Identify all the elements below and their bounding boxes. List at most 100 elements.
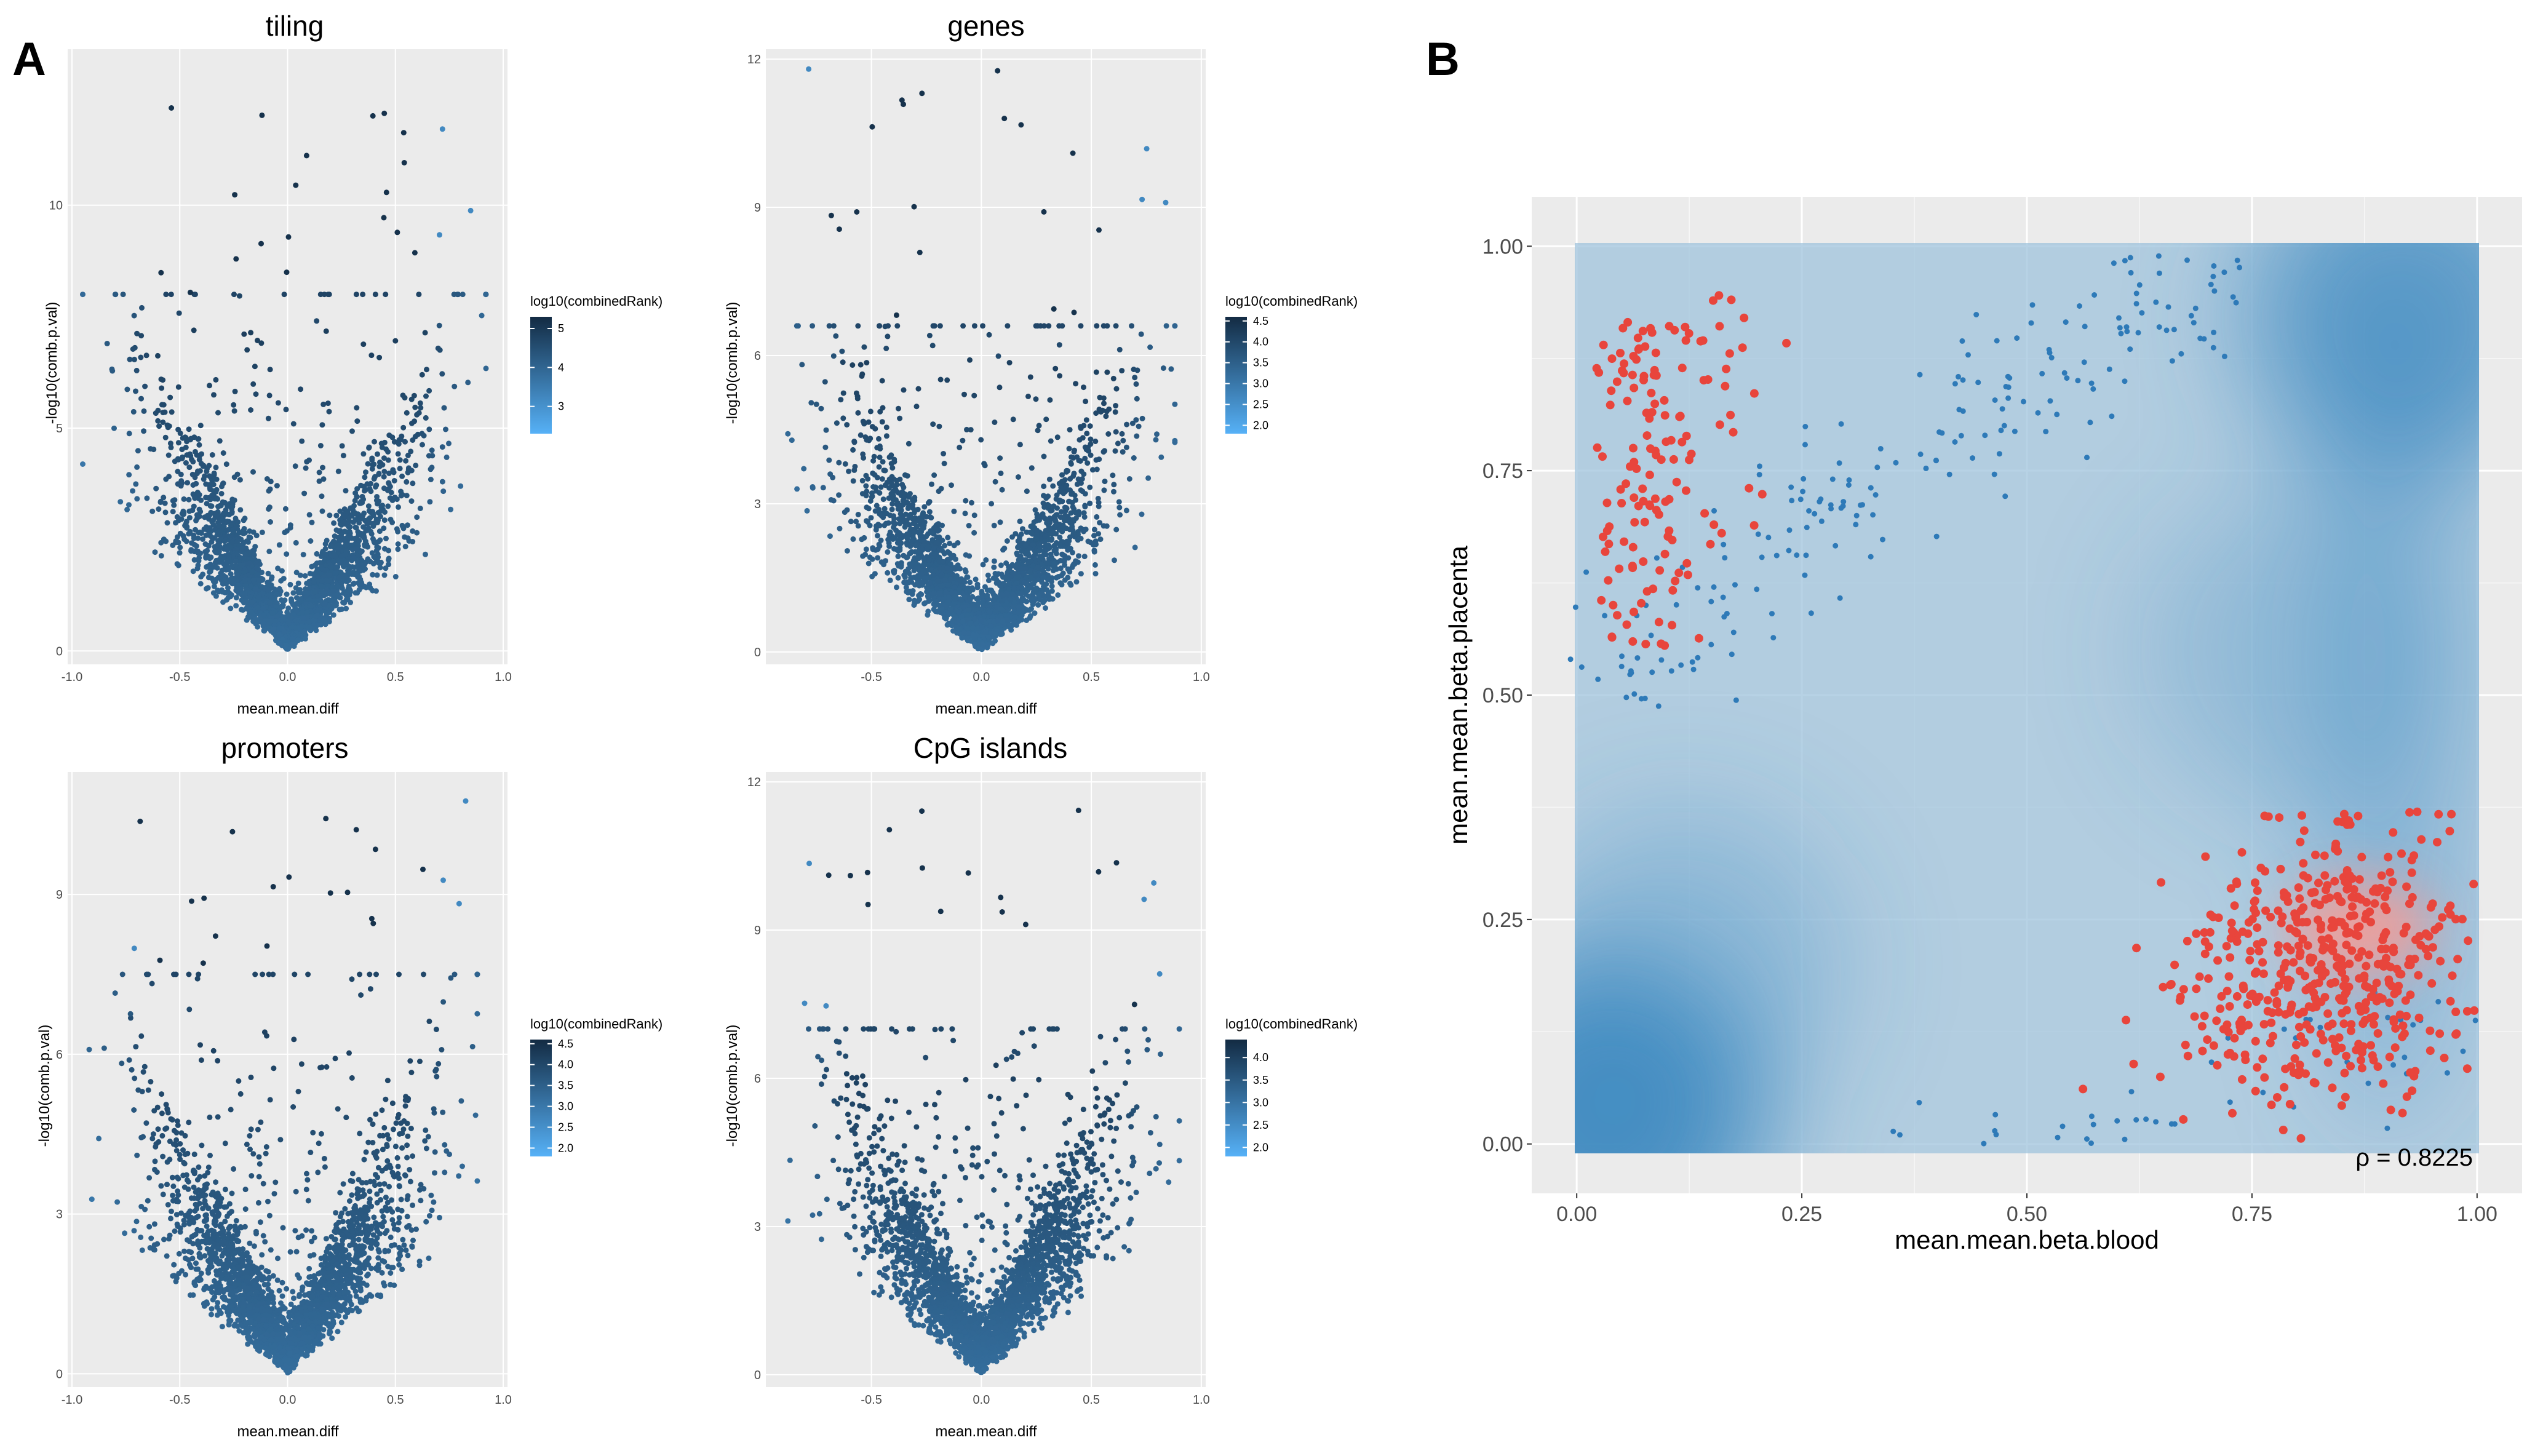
data-point [860,553,866,559]
data-point [179,480,185,486]
data-point [961,391,967,397]
data-point [290,421,296,427]
data-point [876,464,882,470]
data-point [314,613,320,618]
data-point [1027,374,1033,380]
data-point [1103,413,1109,420]
data-point [117,499,124,505]
data-point [404,479,410,485]
data-point [207,503,213,509]
data-point [1099,407,1105,413]
data-point [287,525,293,531]
data-point [211,583,217,589]
data-point [418,405,424,411]
data-point [883,345,889,351]
data-point [284,551,290,557]
data-point [234,551,240,557]
data-point [1036,423,1042,429]
data-point [249,599,255,605]
data-point [858,362,864,368]
data-point [957,444,963,450]
y-tick-label: 10 [49,199,63,213]
data-point [855,512,861,517]
data-point [170,498,176,504]
data-point [1057,373,1063,379]
data-point [279,568,285,574]
data-point [177,430,183,436]
data-point [370,560,376,567]
data-point [322,602,328,607]
data-point [1043,416,1049,423]
data-point [386,555,392,562]
data-point [160,420,166,425]
data-point [915,386,921,392]
data-point [306,580,312,586]
data-point [1000,547,1006,553]
data-point [207,473,212,479]
data-point [1131,367,1137,372]
data-point [1053,365,1059,372]
data-point [300,552,306,558]
data-point [1123,507,1129,514]
data-point [233,515,239,522]
x-tick-label: 0.0 [279,670,296,684]
data-point [319,493,325,499]
data-point [186,515,193,521]
data-point [999,487,1005,493]
data-point [408,448,414,455]
data-point [1110,375,1116,381]
data-point [1017,519,1023,525]
data-point [162,434,169,440]
data-point [1101,487,1107,493]
data-point [343,542,349,548]
data-point [133,481,139,487]
data-point [1051,503,1057,509]
data-point [839,348,845,354]
data-point [360,341,367,348]
data-point [231,292,237,298]
data-point [139,304,145,311]
data-point [877,543,883,549]
data-point [412,250,418,256]
data-point [126,502,132,508]
data-point [225,585,231,591]
data-point [1069,454,1075,460]
data-point [1081,514,1088,520]
data-point [189,471,196,477]
data-point [864,360,870,366]
data-point [1071,531,1077,537]
data-point [1113,527,1120,533]
data-point [319,550,325,556]
data-point [426,388,432,394]
data-point [396,437,402,443]
data-point [904,517,910,523]
data-point [1138,331,1144,337]
data-point [423,415,429,421]
data-point [372,439,377,445]
data-point [850,447,856,453]
data-point [212,476,218,482]
data-point [242,591,248,597]
data-point [339,443,345,449]
data-point [1084,431,1090,437]
data-point [142,383,148,389]
data-point [908,579,914,585]
data-point [300,615,306,621]
data-point [338,534,344,540]
panel-a-label: A [12,33,46,86]
data-point [303,635,308,642]
data-point [131,312,137,319]
data-point [321,559,327,565]
data-point [1041,483,1047,490]
data-point [207,525,213,531]
data-point [963,498,969,504]
data-point [912,600,918,606]
data-point [1087,501,1093,506]
data-point [236,293,242,299]
data-point [253,391,259,397]
data-point [1010,416,1016,423]
data-point [217,438,223,444]
data-point [213,376,219,383]
data-point [926,509,933,515]
